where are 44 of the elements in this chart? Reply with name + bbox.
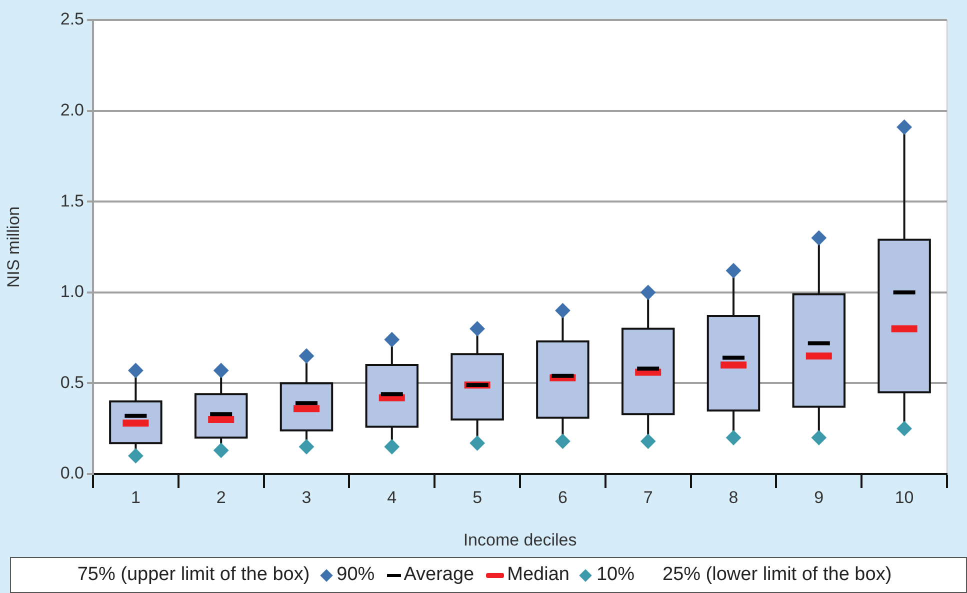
point bbox=[811, 430, 826, 446]
text: 75% (upper limit of the box) bbox=[77, 564, 310, 586]
point bbox=[726, 263, 741, 278]
x-tick-label: 7 bbox=[643, 488, 653, 507]
point bbox=[128, 362, 144, 378]
point bbox=[896, 421, 912, 436]
point bbox=[811, 230, 826, 246]
x-tick-label: 10 bbox=[894, 488, 914, 507]
point bbox=[640, 284, 656, 300]
y-tick-label: 2.0 bbox=[60, 100, 84, 120]
legend-label: 90% bbox=[336, 564, 375, 586]
point bbox=[470, 321, 485, 336]
x-tick-label: 6 bbox=[558, 488, 568, 507]
point bbox=[299, 439, 314, 454]
point bbox=[555, 434, 570, 449]
x-tick-label: 5 bbox=[472, 488, 482, 507]
y-tick-label: 0.0 bbox=[60, 464, 84, 483]
point bbox=[128, 448, 144, 464]
x-tick-label: 9 bbox=[814, 488, 824, 507]
text: Average bbox=[404, 564, 474, 586]
point bbox=[299, 348, 314, 364]
point bbox=[214, 442, 229, 458]
text: 25% (lower limit of the box) bbox=[662, 564, 892, 586]
x-axis-title: Income deciles bbox=[463, 530, 577, 550]
point bbox=[555, 303, 570, 318]
point bbox=[640, 434, 656, 449]
point bbox=[470, 436, 485, 451]
y-tick-label: 2.5 bbox=[60, 10, 84, 29]
x-tick-label: 3 bbox=[302, 488, 312, 507]
y-tick-label: 0.5 bbox=[60, 372, 84, 392]
point bbox=[896, 120, 912, 135]
legend-label: 10% bbox=[596, 564, 634, 586]
x-tick-label: 1 bbox=[130, 488, 140, 507]
y-axis-title: NIS million bbox=[4, 206, 23, 288]
x-tick-label: 8 bbox=[728, 488, 738, 507]
point bbox=[384, 332, 400, 348]
text: Median bbox=[507, 564, 570, 586]
x-tick-label: 4 bbox=[387, 488, 397, 507]
x-tick-label: 2 bbox=[216, 488, 226, 507]
y-tick-label: 1.0 bbox=[60, 282, 84, 302]
point bbox=[214, 362, 229, 378]
point bbox=[384, 439, 400, 454]
point bbox=[726, 430, 741, 446]
y-tick-label: 1.5 bbox=[60, 191, 84, 210]
